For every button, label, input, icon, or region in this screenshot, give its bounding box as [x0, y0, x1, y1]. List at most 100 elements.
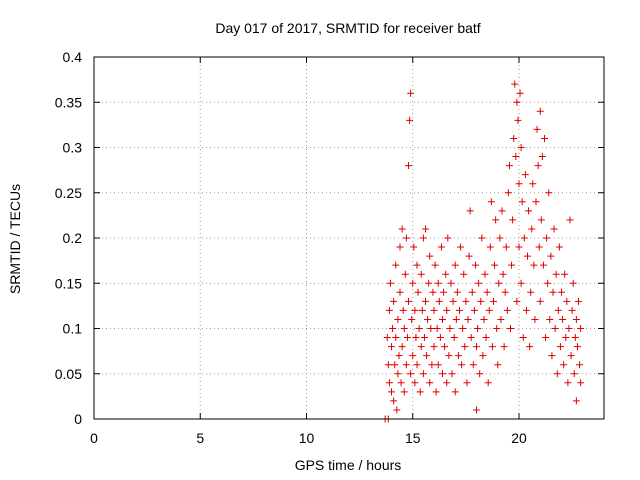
- x-tick-label: 20: [511, 430, 527, 446]
- data-point: [443, 306, 451, 314]
- data-point: [556, 343, 564, 351]
- data-point: [522, 306, 530, 314]
- data-point: [419, 370, 427, 378]
- data-point: [478, 234, 486, 242]
- data-point: [546, 315, 554, 323]
- data-point: [494, 361, 502, 369]
- data-point: [451, 388, 459, 396]
- data-point: [510, 134, 518, 142]
- data-point: [507, 325, 514, 332]
- data-point: [409, 279, 417, 287]
- data-point: [389, 325, 397, 332]
- data-point: [498, 207, 506, 215]
- data-point: [415, 325, 423, 332]
- data-point: [553, 370, 561, 378]
- data-point: [403, 334, 411, 342]
- data-point: [570, 370, 578, 378]
- x-tick-label: 15: [405, 430, 421, 446]
- data-point: [550, 225, 558, 233]
- data-point: [405, 297, 412, 305]
- y-axis-label: SRMTID / TECUs: [7, 184, 23, 294]
- data-point: [467, 334, 475, 342]
- data-point: [386, 279, 394, 287]
- data-point: [411, 379, 419, 387]
- data-point: [551, 325, 559, 332]
- data-point: [555, 243, 563, 251]
- data-point: [563, 297, 571, 305]
- data-point: [456, 306, 463, 314]
- data-point: [385, 306, 393, 314]
- data-point: [409, 352, 417, 360]
- plot-frame: [93, 56, 605, 420]
- data-point: [466, 207, 474, 215]
- data-point: [416, 388, 424, 396]
- data-point: [442, 270, 450, 278]
- data-point: [471, 261, 479, 269]
- data-point: [441, 343, 449, 351]
- y-tick-label: 0.4: [63, 49, 83, 65]
- data-point: [434, 361, 442, 369]
- data-point: [384, 361, 392, 369]
- data-point: [430, 306, 438, 314]
- data-point: [426, 379, 434, 387]
- data-point: [394, 315, 402, 323]
- data-point: [420, 334, 428, 342]
- data-point: [535, 243, 543, 251]
- data-point: [392, 261, 400, 269]
- data-point: [490, 297, 497, 305]
- data-point: [524, 252, 531, 260]
- data-point: [525, 207, 533, 215]
- data-point: [413, 261, 421, 269]
- data-point: [502, 243, 510, 251]
- data-point: [528, 225, 536, 233]
- data-point: [559, 315, 567, 323]
- y-tick-label: 0.2: [63, 230, 83, 246]
- data-point: [529, 180, 537, 188]
- data-point: [428, 361, 436, 369]
- y-tick-label: 0.15: [55, 275, 82, 291]
- data-point: [572, 397, 580, 405]
- data-point: [385, 379, 393, 387]
- data-point: [426, 252, 434, 260]
- data-point: [483, 288, 491, 296]
- data-point: [504, 189, 512, 197]
- y-tick-label: 0.1: [63, 321, 83, 337]
- data-point: [411, 306, 419, 314]
- data-point: [517, 144, 525, 151]
- data-point: [439, 315, 446, 323]
- data-point: [429, 288, 437, 296]
- data-point: [499, 270, 507, 278]
- data-point: [564, 379, 572, 387]
- y-tick-label: 0.25: [55, 185, 82, 201]
- data-point: [412, 334, 420, 342]
- data-point: [463, 379, 471, 387]
- data-point: [461, 343, 469, 351]
- data-point: [480, 315, 488, 323]
- data-point: [549, 288, 557, 296]
- data-point: [435, 297, 443, 305]
- data-point: [458, 361, 466, 369]
- chart-title: Day 017 of 2017, SRMTID for receiver bat…: [215, 20, 480, 36]
- data-point: [481, 270, 489, 278]
- data-point: [558, 288, 565, 296]
- data-point: [500, 343, 508, 351]
- data-point: [402, 234, 410, 242]
- data-point: [453, 288, 461, 296]
- data-point: [396, 288, 404, 296]
- data-point: [410, 243, 418, 251]
- data-point: [526, 343, 534, 351]
- data-point: [497, 315, 505, 323]
- data-point: [543, 234, 551, 242]
- data-point: [572, 315, 580, 323]
- data-point: [534, 162, 542, 170]
- data-point: [577, 325, 585, 332]
- data-point: [508, 261, 516, 269]
- data-point: [432, 388, 440, 396]
- data-point: [485, 306, 493, 314]
- data-point: [493, 325, 501, 332]
- data-point: [431, 261, 439, 269]
- data-point: [474, 325, 482, 332]
- data-point: [430, 343, 438, 351]
- data-point: [545, 189, 553, 197]
- data-point: [391, 361, 399, 369]
